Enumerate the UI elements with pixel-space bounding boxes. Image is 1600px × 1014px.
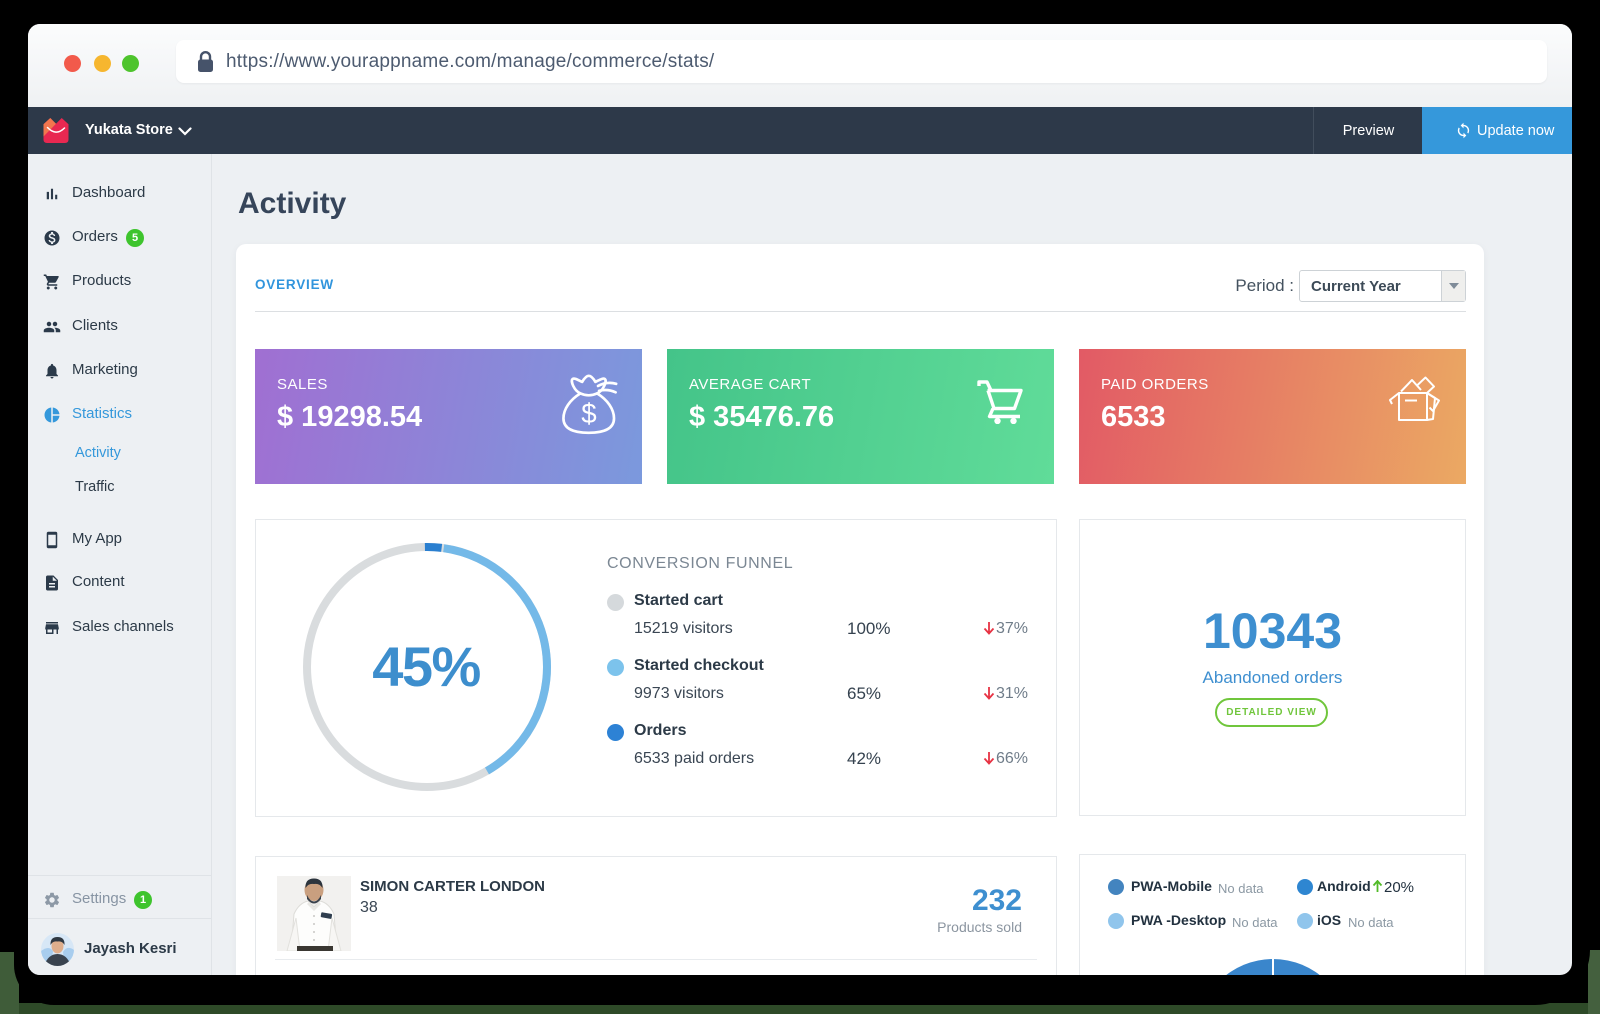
- svg-text:$: $: [581, 398, 596, 429]
